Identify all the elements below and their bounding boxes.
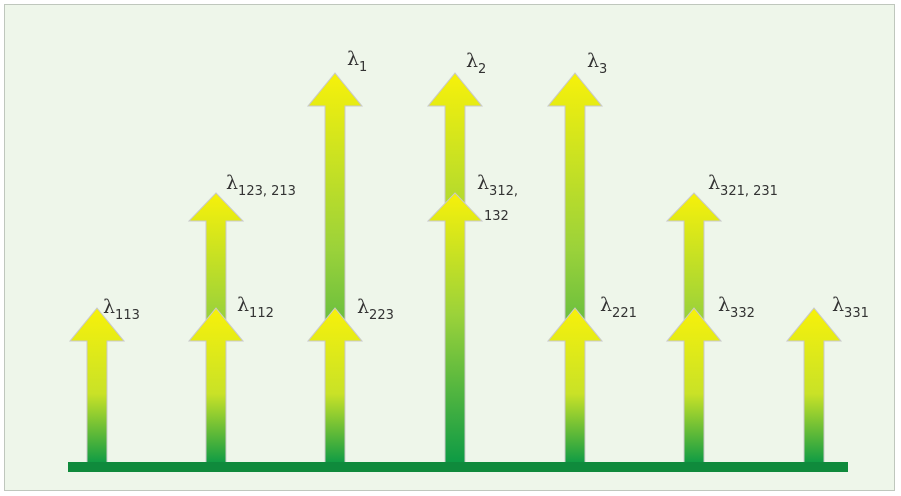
label-lambda-3: λ3 [587, 50, 607, 77]
arrow-short-3 [306, 307, 364, 465]
arrow-short-1 [68, 307, 126, 465]
arrow-short-6 [665, 307, 723, 465]
energy-level-arrow-diagram: λ113 λ112 λ123, 213 λ223 λ1 λ2 λ312, 132… [68, 48, 869, 472]
label-lambda-312: λ312, [477, 172, 518, 199]
label-lambda-123-213: λ123, 213 [226, 172, 296, 199]
label-lambda-112: λ112 [237, 294, 274, 321]
baseline [68, 462, 848, 472]
label-lambda-321-231: λ321, 231 [708, 172, 778, 199]
label-lambda-2: λ2 [466, 50, 486, 77]
label-lambda-113: λ113 [103, 296, 140, 323]
label-lambda-132: 132 [484, 209, 509, 224]
arrow-short-2 [187, 307, 245, 465]
arrow-mid-4 [426, 192, 484, 465]
label-lambda-332: λ332 [718, 294, 755, 321]
label-lambda-1: λ1 [347, 48, 367, 75]
label-lambda-331: λ331 [832, 294, 869, 321]
arrow-short-5 [546, 307, 604, 465]
diagram-frame: λ113 λ112 λ123, 213 λ223 λ1 λ2 λ312, 132… [4, 4, 895, 491]
label-lambda-223: λ223 [357, 296, 394, 323]
arrow-short-7 [785, 307, 843, 465]
label-lambda-221: λ221 [600, 294, 637, 321]
